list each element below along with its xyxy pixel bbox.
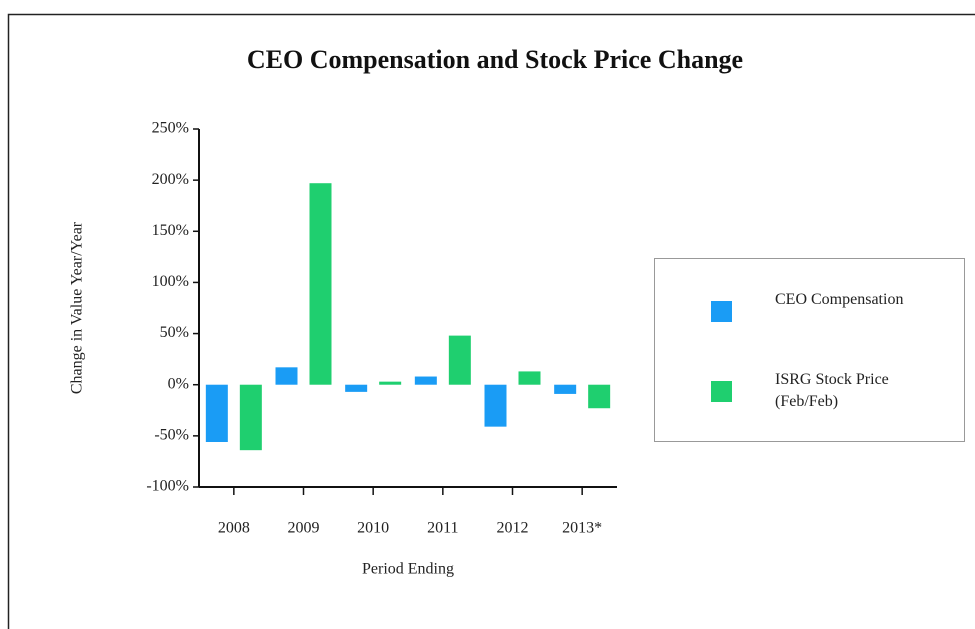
bar bbox=[414, 376, 437, 385]
bar bbox=[345, 384, 368, 392]
y-tick-label: 50% bbox=[160, 324, 189, 341]
x-axis-label: Period Ending bbox=[362, 561, 454, 578]
y-tick-label: 0% bbox=[168, 375, 189, 392]
bar bbox=[518, 371, 541, 385]
y-tick-label: 100% bbox=[152, 273, 189, 290]
legend-swatch bbox=[711, 381, 732, 402]
y-tick-label: -50% bbox=[154, 427, 189, 444]
bar bbox=[554, 384, 577, 394]
x-tick-label: 2009 bbox=[288, 520, 320, 537]
y-tick-label: 150% bbox=[152, 222, 189, 239]
y-tick-label: 200% bbox=[152, 171, 189, 188]
y-tick-label: -100% bbox=[146, 478, 189, 495]
bar bbox=[205, 384, 228, 442]
bar bbox=[379, 381, 402, 385]
y-tick-label: 250% bbox=[152, 120, 189, 137]
bar bbox=[275, 367, 298, 385]
bar bbox=[484, 384, 507, 427]
legend-label: ISRG Stock Price (Feb/Feb) bbox=[775, 371, 889, 410]
y-axis-label: Change in Value Year/Year bbox=[69, 221, 86, 394]
bar bbox=[309, 183, 332, 385]
x-tick-label: 2008 bbox=[218, 520, 250, 537]
bar bbox=[588, 384, 611, 409]
x-tick-label: 2011 bbox=[427, 520, 458, 537]
legend-swatch bbox=[711, 301, 732, 322]
bar bbox=[239, 384, 262, 451]
legend-label: CEO Compensation bbox=[775, 291, 904, 308]
x-tick-label: 2013* bbox=[562, 520, 602, 537]
legend: CEO Compensation ISRG Stock Price (Feb/Fe… bbox=[654, 258, 965, 442]
frame bbox=[7, 13, 975, 629]
bar bbox=[448, 335, 471, 385]
x-tick-label: 2010 bbox=[357, 520, 389, 537]
chart-title: CEO Compensation and Stock Price Change bbox=[247, 45, 743, 74]
x-tick-label: 2012 bbox=[497, 520, 529, 537]
